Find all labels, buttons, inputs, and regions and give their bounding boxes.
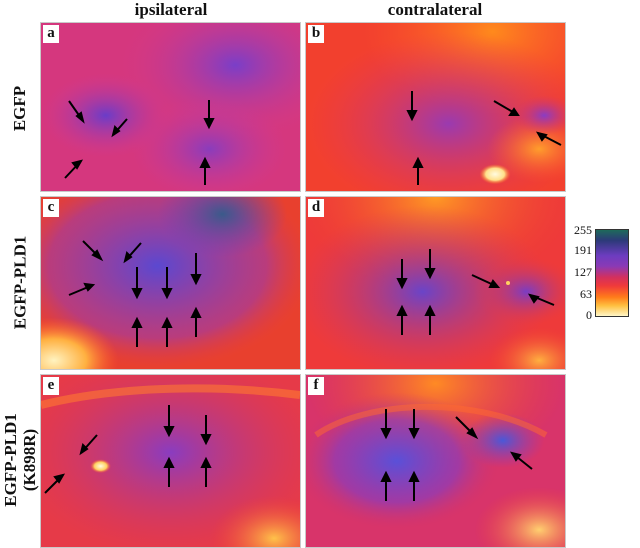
- panel-label-b: b: [308, 25, 324, 43]
- colorbar-tick-63: 63: [580, 287, 592, 301]
- colorbar-tick-191: 191: [574, 243, 592, 257]
- panel-f: f: [305, 374, 566, 548]
- colorbar: [595, 229, 629, 317]
- panel-label-f: f: [308, 377, 324, 395]
- panel-c: c: [40, 196, 301, 370]
- row-label-egfp-pld1-k898r: EGFP-PLD1 (K898R): [1, 413, 39, 507]
- column-header-contralateral: contralateral: [387, 0, 483, 19]
- panel-label-e: e: [43, 377, 59, 395]
- panel-e: e: [40, 374, 301, 548]
- colorbar-tick-255: 255: [574, 223, 592, 237]
- panel-d: d: [305, 196, 566, 370]
- panel-label-d: d: [308, 199, 324, 217]
- panel-a: a: [40, 22, 301, 192]
- row-label-egfp: EGFP: [10, 85, 30, 131]
- panel-label-a: a: [43, 25, 59, 43]
- panel-b: b: [305, 22, 566, 192]
- panel-label-c: c: [43, 199, 59, 217]
- colorbar-tick-127: 127: [574, 265, 592, 279]
- row-label-egfp-pld1: EGFP-PLD1: [10, 235, 30, 329]
- column-header-ipsilateral: ipsilateral: [134, 0, 208, 19]
- colorbar-tick-0: 0: [586, 308, 592, 322]
